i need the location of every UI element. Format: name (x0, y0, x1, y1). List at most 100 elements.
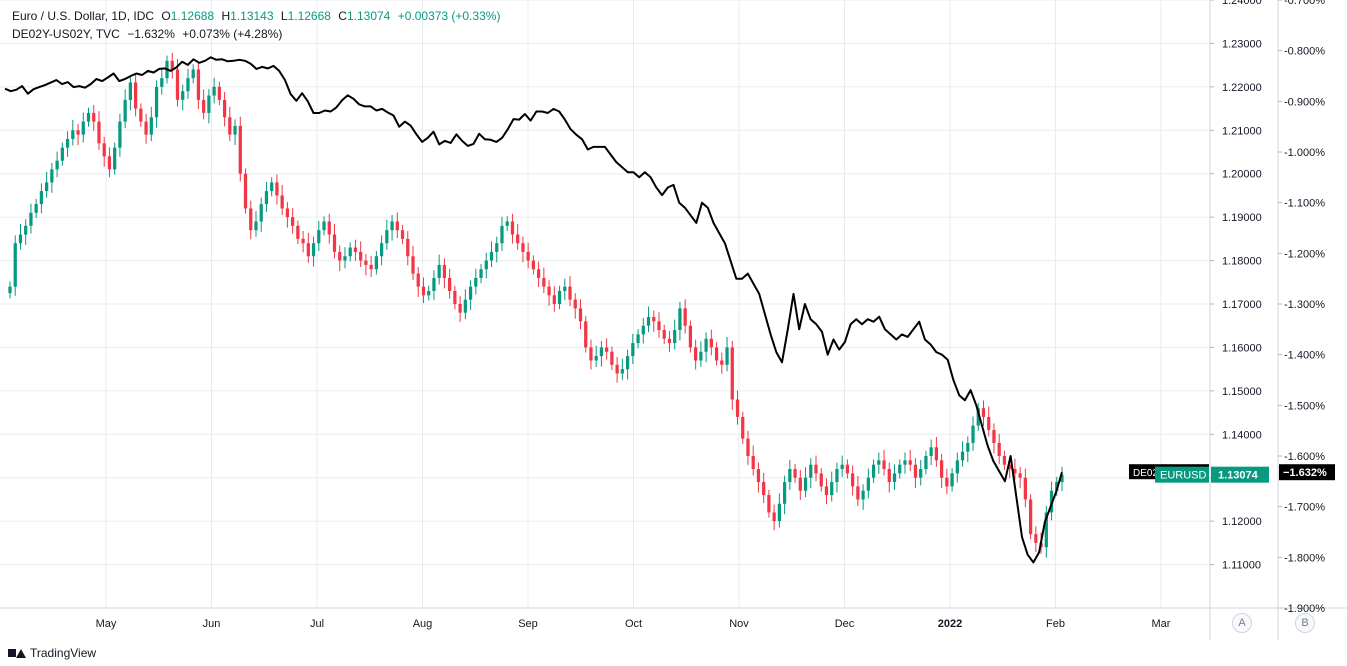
candle-body (803, 477, 808, 491)
candle-body (369, 264, 373, 270)
candle-body (479, 269, 483, 278)
candle-body (1034, 534, 1038, 543)
tradingview-brand: TradingView (30, 646, 97, 660)
candle-body (871, 464, 876, 478)
candle-body (484, 260, 488, 270)
candle-body (374, 256, 378, 270)
candle-body (772, 512, 776, 522)
candle-body (343, 256, 347, 261)
left-axis-tick-label: 1.17000 (1222, 299, 1262, 311)
candle-body (97, 121, 101, 144)
spread-legend[interactable]: DE02Y-US02Y, TVC −1.632% +0.073% (+4.28%… (12, 26, 286, 42)
candle-body (128, 82, 133, 100)
candle-body (406, 238, 410, 257)
candle-body (191, 69, 195, 79)
candle-body (662, 330, 666, 339)
candle-body (259, 204, 263, 222)
candle-body (861, 490, 865, 500)
right-axis-tick-label: -1.500% (1284, 400, 1325, 412)
eurusd-change: +0.00373 (+0.33%) (397, 9, 501, 23)
right-axis-tick-label: -1.400% (1284, 350, 1325, 362)
left-axis-tick-label: 1.15000 (1222, 386, 1262, 398)
candle-body (521, 243, 525, 252)
candle-body (144, 121, 148, 135)
tradingview-footer[interactable]: TradingView (8, 646, 96, 660)
candle-body (919, 469, 923, 478)
candle-body (437, 264, 441, 278)
candle-body (353, 247, 358, 252)
auto-scale-right-button[interactable]: B (1295, 613, 1315, 633)
candle-body (584, 321, 588, 348)
tradingview-logo-icon (8, 647, 26, 659)
eurusd-legend[interactable]: Euro / U.S. Dollar, 1D, IDC O1.12688 H1.… (12, 8, 504, 24)
candle-body (667, 338, 672, 344)
candle-body (1008, 464, 1012, 470)
candle-body (212, 86, 216, 96)
candle-body (510, 221, 515, 235)
right-axis-tick-label: -0.900% (1284, 96, 1325, 108)
eurusd-price-badge (1211, 466, 1269, 483)
candle-body (997, 442, 1001, 456)
candle-body (898, 464, 902, 474)
time-axis-label: Jul (310, 618, 324, 630)
candle-body (735, 399, 740, 417)
candle-body (782, 482, 787, 504)
time-axis-label: Jun (203, 618, 221, 630)
candle-body (24, 225, 28, 235)
candle-body (673, 330, 677, 344)
candle-body (29, 212, 33, 226)
candle-body (809, 464, 813, 478)
eurusd-price-badge-text: 1.13074 (1218, 470, 1259, 482)
candle-body (275, 182, 279, 196)
candle-body (390, 221, 394, 231)
candle-body (620, 369, 624, 374)
candle-body (254, 221, 258, 231)
spread-value-badge-text: −1.632% (1283, 467, 1327, 479)
candle-body (824, 486, 829, 496)
candle-body (605, 347, 609, 352)
candle-body (500, 225, 504, 244)
candle-body (65, 138, 70, 148)
candle-body (887, 469, 891, 483)
candle-body (646, 317, 651, 326)
candle-body (222, 99, 227, 118)
candle-body (924, 456, 928, 470)
candle-body (714, 347, 719, 361)
candle-body (186, 78, 190, 92)
candle-body (280, 195, 284, 209)
candle-body (45, 182, 49, 192)
candle-body (489, 251, 494, 261)
candle-body (474, 277, 478, 287)
candle-body (798, 477, 802, 491)
candle-body (207, 95, 211, 113)
candle-body (107, 156, 112, 170)
candle-body (688, 325, 693, 348)
time-axis-label: Nov (729, 618, 749, 630)
time-axis[interactable]: May Jun Jul Aug Sep Oct Nov Dec 2022 Feb Mar (96, 618, 1171, 630)
candle-body (762, 482, 766, 496)
candle-body (228, 117, 232, 135)
spread-line (4, 56, 1063, 564)
candle-body (249, 208, 253, 231)
candle-body (573, 299, 577, 309)
candle-body (118, 121, 122, 148)
candle-body (495, 243, 499, 252)
spread-change: +0.073% (+4.28%) (182, 27, 283, 41)
candle-body (217, 86, 221, 100)
left-axis-tick-label: 1.14000 (1222, 429, 1262, 441)
candle-body (332, 234, 337, 252)
candle-body (18, 234, 23, 244)
candle-body (856, 486, 860, 500)
candle-body (317, 230, 321, 244)
candle-body (992, 429, 996, 443)
candle-body (845, 464, 850, 474)
candle-body (359, 251, 363, 261)
spread-line-layer (4, 56, 1063, 564)
spread-value-badge (1279, 464, 1335, 481)
left-axis-tick-label: 1.22000 (1222, 82, 1262, 94)
candle-body (432, 277, 436, 291)
auto-scale-left-button[interactable]: A (1232, 613, 1252, 633)
candle-body (1002, 456, 1007, 465)
candle-body (526, 251, 530, 261)
